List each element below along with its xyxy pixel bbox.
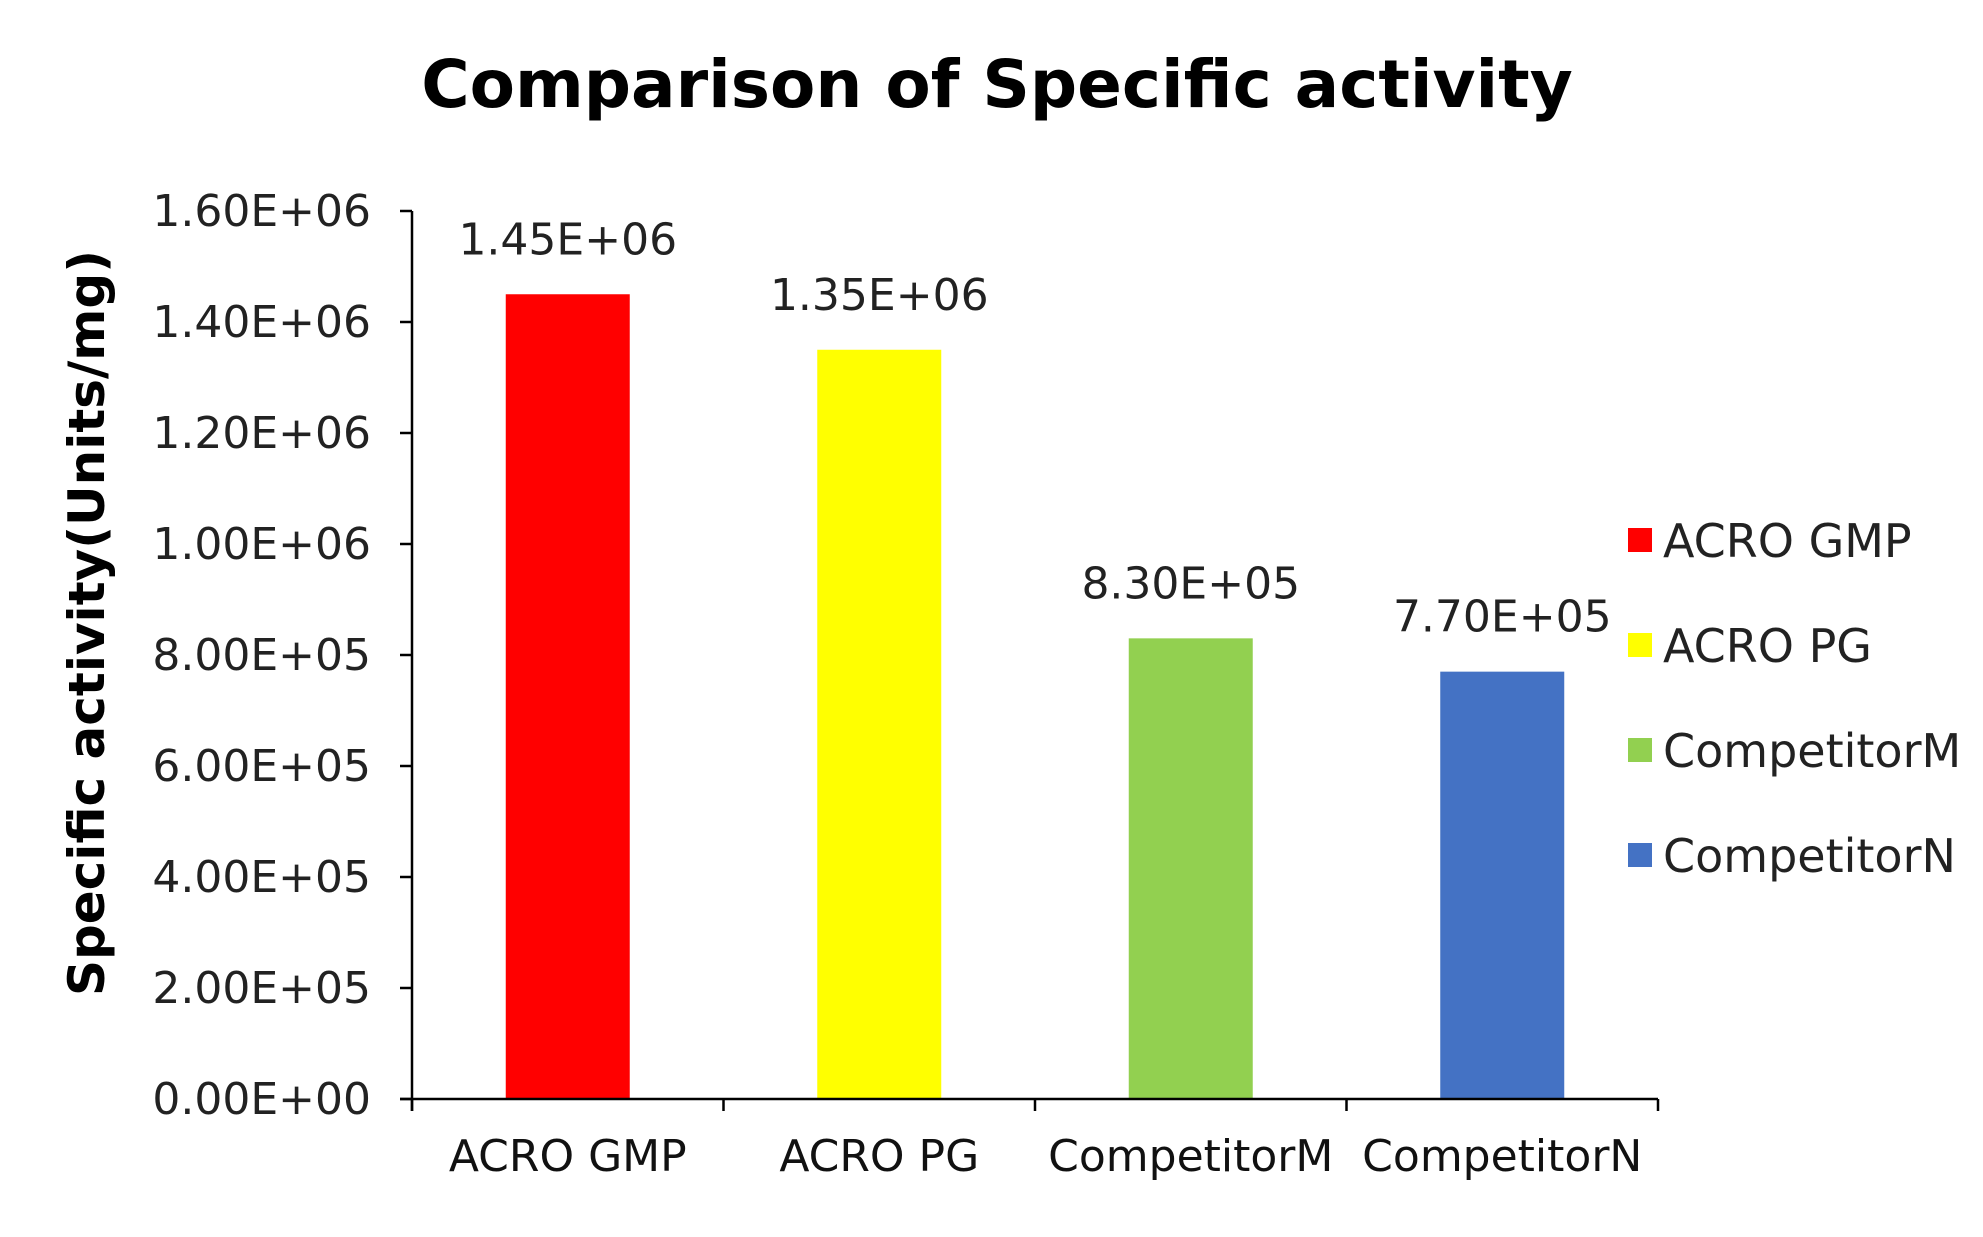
- x-category-label: CompetitorM: [1048, 1131, 1333, 1182]
- data-label: 8.30E+05: [1081, 558, 1300, 609]
- y-tick-label: 8.00E+05: [152, 630, 371, 681]
- bar-acro-gmp: [505, 294, 630, 1099]
- x-category-label: ACRO GMP: [449, 1131, 687, 1182]
- data-labels: 1.45E+06 1.35E+06 8.30E+05 7.70E+05: [458, 214, 1611, 642]
- bar-acro-pg: [817, 349, 942, 1099]
- legend-swatch: [1628, 843, 1652, 867]
- x-category-label: CompetitorN: [1362, 1131, 1642, 1182]
- y-tick-label: 6.00E+05: [152, 741, 371, 792]
- y-axis-ticks: 0.00E+00 2.00E+05 4.00E+05 6.00E+05 8.00E+05…: [152, 186, 371, 1125]
- legend-label: ACRO PG: [1663, 619, 1872, 673]
- data-label: 1.45E+06: [458, 214, 677, 265]
- y-axis-title: Specific activity(Units/mg): [58, 250, 116, 996]
- bar-competitorn: [1440, 671, 1565, 1099]
- chart-title: Comparison of Specific activity: [421, 46, 1573, 123]
- y-tick-label: 1.20E+06: [152, 408, 371, 459]
- legend-label: CompetitorN: [1663, 829, 1956, 883]
- y-tick-label: 4.00E+05: [152, 852, 371, 903]
- bar-competitorm: [1128, 638, 1253, 1099]
- data-label: 7.70E+05: [1393, 592, 1612, 643]
- legend-swatch: [1628, 528, 1652, 552]
- legend-label: CompetitorM: [1663, 724, 1961, 778]
- bars: [505, 294, 1565, 1099]
- y-tick-label: 2.00E+05: [152, 963, 371, 1014]
- legend-swatch: [1628, 633, 1652, 657]
- y-tick-label: 1.00E+06: [152, 519, 371, 570]
- y-tick-label: 0.00E+00: [152, 1074, 371, 1125]
- y-tick-label: 1.40E+06: [152, 297, 371, 348]
- x-axis-categories: ACRO GMP ACRO PG CompetitorM CompetitorN: [449, 1131, 1643, 1182]
- legend: ACRO GMP ACRO PG CompetitorM CompetitorN: [1628, 514, 1961, 883]
- legend-label: ACRO GMP: [1663, 514, 1912, 568]
- data-label: 1.35E+06: [770, 270, 989, 321]
- x-category-label: ACRO PG: [779, 1131, 979, 1182]
- y-tick-label: 1.60E+06: [152, 186, 371, 237]
- axes: [400, 209, 1660, 1111]
- legend-swatch: [1628, 738, 1652, 762]
